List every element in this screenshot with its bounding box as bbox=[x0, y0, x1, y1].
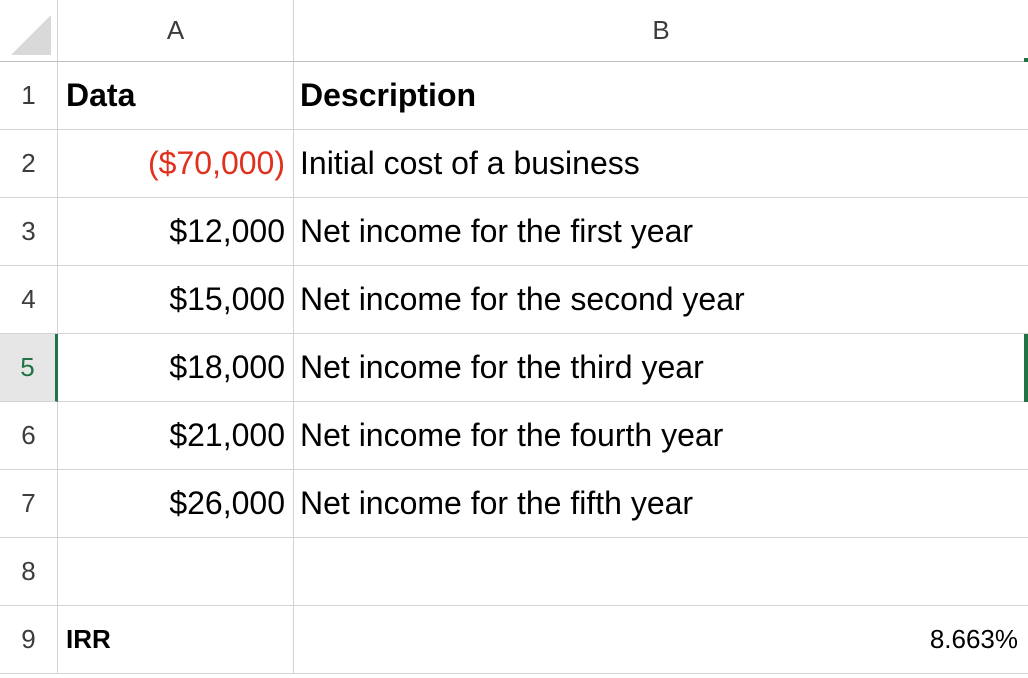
cell-a3[interactable]: $12,000 bbox=[58, 198, 294, 266]
cell-b5[interactable]: Net income for the third year bbox=[294, 334, 1028, 402]
cell-b8[interactable] bbox=[294, 538, 1028, 606]
row-header-8[interactable]: 8 bbox=[0, 538, 58, 606]
cell-a8[interactable] bbox=[58, 538, 294, 606]
row-header-7[interactable]: 7 bbox=[0, 470, 58, 538]
cell-a1[interactable]: Data bbox=[58, 62, 294, 130]
cell-a4[interactable]: $15,000 bbox=[58, 266, 294, 334]
cell-b7[interactable]: Net income for the fifth year bbox=[294, 470, 1028, 538]
row-header-3[interactable]: 3 bbox=[0, 198, 58, 266]
cell-a2[interactable]: ($70,000) bbox=[58, 130, 294, 198]
cell-b9[interactable]: 8.663% bbox=[294, 606, 1028, 674]
cell-b4[interactable]: Net income for the second year bbox=[294, 266, 1028, 334]
cell-a5[interactable]: $18,000 bbox=[58, 334, 294, 402]
cell-a9[interactable]: IRR bbox=[58, 606, 294, 674]
select-all-triangle-icon bbox=[11, 15, 51, 55]
row-selection-marker bbox=[1024, 334, 1028, 402]
select-all-corner[interactable] bbox=[0, 0, 58, 62]
row-header-9[interactable]: 9 bbox=[0, 606, 58, 674]
cell-b3[interactable]: Net income for the first year bbox=[294, 198, 1028, 266]
cell-a6[interactable]: $21,000 bbox=[58, 402, 294, 470]
cell-b6[interactable]: Net income for the fourth year bbox=[294, 402, 1028, 470]
row-header-5[interactable]: 5 bbox=[0, 334, 58, 402]
cell-b1[interactable]: Description bbox=[294, 62, 1028, 130]
cell-a7[interactable]: $26,000 bbox=[58, 470, 294, 538]
column-header-a[interactable]: A bbox=[58, 0, 294, 62]
row-header-6[interactable]: 6 bbox=[0, 402, 58, 470]
row-header-4[interactable]: 4 bbox=[0, 266, 58, 334]
cell-b2[interactable]: Initial cost of a business bbox=[294, 130, 1028, 198]
column-selection-marker bbox=[1024, 58, 1028, 62]
row-header-2[interactable]: 2 bbox=[0, 130, 58, 198]
column-header-b[interactable]: B bbox=[294, 0, 1028, 62]
row-header-1[interactable]: 1 bbox=[0, 62, 58, 130]
